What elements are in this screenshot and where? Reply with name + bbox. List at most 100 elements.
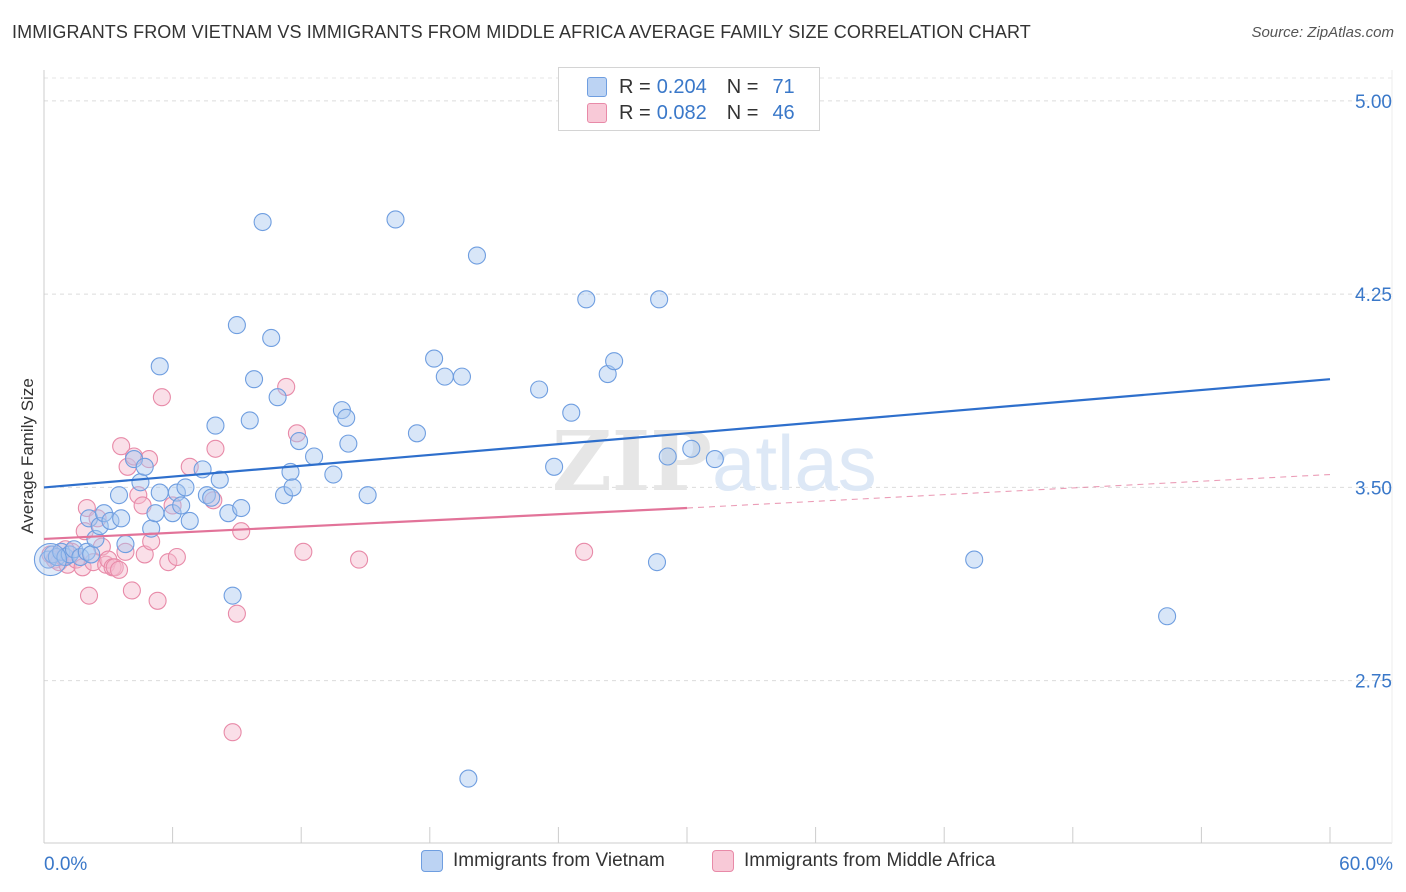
legend-r-value: 0.082 (656, 101, 707, 124)
data-point-vietnam (262, 328, 281, 348)
data-point-middle-africa (116, 542, 135, 561)
x-tick-labels: 0.0% 60.0% (44, 854, 1393, 875)
data-point-vietnam (324, 465, 343, 484)
y-tick-labels: 2.75 3.50 4.25 5.00 (1355, 92, 1392, 693)
data-point-vietnam (112, 509, 131, 528)
data-point-middle-africa (159, 553, 178, 572)
y-tick-label: 5.00 (1355, 92, 1392, 113)
data-point-vietnam (253, 212, 272, 232)
data-point-vietnam (135, 457, 154, 476)
data-point-vietnam (180, 511, 199, 530)
legend-r-value: 0.204 (656, 75, 707, 98)
data-point-vietnam (386, 210, 405, 229)
data-point-middle-africa (232, 522, 251, 541)
data-point-vietnam (202, 488, 221, 507)
data-point-vietnam (407, 424, 426, 443)
data-point-middle-africa (227, 604, 246, 623)
legend-swatch-vietnam (587, 77, 607, 97)
data-point-middle-africa (109, 560, 129, 579)
data-point-vietnam (210, 470, 229, 489)
data-point-vietnam (658, 447, 677, 466)
data-point-middle-africa (206, 439, 225, 458)
bottom-legend-vietnam: Immigrants from Vietnam (421, 850, 665, 872)
legend-n-label: N = (726, 75, 759, 98)
data-point-vietnam (109, 486, 129, 505)
data-point-vietnam (206, 416, 225, 435)
y-tick-label: 2.75 (1355, 672, 1392, 693)
data-point-middle-africa (152, 388, 171, 407)
data-point-middle-africa (122, 581, 141, 600)
data-point-vietnam-cluster (33, 543, 67, 577)
data-point-vietnam (176, 478, 195, 497)
data-point-vietnam (705, 450, 724, 469)
data-point-vietnam (227, 316, 246, 335)
legend-r-label: R = (619, 101, 651, 124)
bottom-legend-swatch-vietnam (421, 850, 443, 872)
y-tick-label: 4.25 (1355, 285, 1392, 306)
data-point-vietnam (172, 496, 191, 515)
axes (43, 70, 1393, 844)
data-point-vietnam (965, 550, 984, 569)
data-point-vietnam (339, 434, 358, 453)
y-axis-label: Average Family Size (18, 378, 37, 534)
data-point-vietnam (305, 447, 324, 466)
data-point-vietnam (337, 408, 356, 427)
data-point-vietnam (530, 380, 549, 399)
data-point-vietnam (150, 483, 169, 502)
chart-title: IMMIGRANTS FROM VIETNAM VS IMMIGRANTS FR… (12, 22, 1031, 42)
source-credit: Source: ZipAtlas.com (1251, 24, 1394, 41)
data-point-vietnam (545, 457, 564, 476)
watermark-atlas: atlas (712, 419, 877, 507)
data-point-vietnam (459, 769, 478, 788)
bottom-legend-swatch-middle-africa (712, 850, 734, 872)
data-point-vietnam (647, 553, 667, 572)
x-tick-label: 0.0% (44, 854, 87, 875)
data-point-vietnam (150, 357, 169, 376)
data-point-vietnam (562, 403, 581, 422)
trend-line-vietnam (43, 378, 1331, 489)
data-point-middle-africa (575, 542, 594, 561)
data-point-middle-africa (167, 547, 186, 567)
data-point-vietnam (82, 545, 101, 564)
data-point-vietnam (358, 486, 377, 505)
legend-row-middle-africa: R = 0.082 N = 46 (587, 101, 795, 125)
legend-r-label: R = (619, 75, 651, 98)
data-point-vietnam (650, 290, 669, 309)
data-point-vietnam (101, 511, 120, 530)
bottom-legend-middle-africa: Immigrants from Middle Africa (712, 850, 995, 872)
data-point-vietnam (290, 431, 309, 451)
data-point-vietnam (1158, 607, 1177, 626)
data-point-vietnam (116, 535, 135, 554)
data-point-middle-africa (350, 550, 369, 569)
data-point-middle-africa (148, 591, 167, 610)
legend-row-vietnam: R = 0.204 N = 71 (587, 75, 795, 99)
series-middle-africa-points (41, 377, 594, 742)
data-point-middle-africa (294, 542, 313, 561)
data-point-vietnam (577, 290, 596, 309)
watermark-zip: ZIP (552, 414, 712, 510)
y-tick-label: 3.50 (1355, 478, 1392, 499)
x-tick-label: 60.0% (1339, 854, 1393, 875)
series-vietnam-points (33, 210, 1177, 788)
data-point-vietnam (244, 370, 264, 389)
data-point-vietnam (232, 498, 251, 518)
data-point-middle-africa (112, 437, 131, 456)
data-point-vietnam (240, 411, 259, 430)
legend-swatch-middle-africa (587, 103, 607, 123)
data-point-vietnam (452, 367, 472, 386)
data-point-vietnam (435, 367, 454, 386)
watermark: ZIP atlas (552, 414, 877, 510)
data-point-vietnam (223, 586, 242, 605)
trend-line-middle-africa-extension (686, 473, 1331, 509)
data-point-vietnam (131, 473, 150, 492)
trend-lines (43, 378, 1331, 541)
data-point-vietnam (467, 246, 487, 265)
legend-n-value: 71 (772, 75, 795, 98)
data-point-vietnam (268, 388, 287, 407)
data-point-vietnam (283, 478, 302, 497)
legend-n-label: N = (726, 101, 759, 124)
data-point-vietnam (425, 349, 444, 368)
data-point-vietnam (605, 352, 624, 371)
data-point-middle-africa (79, 586, 99, 605)
